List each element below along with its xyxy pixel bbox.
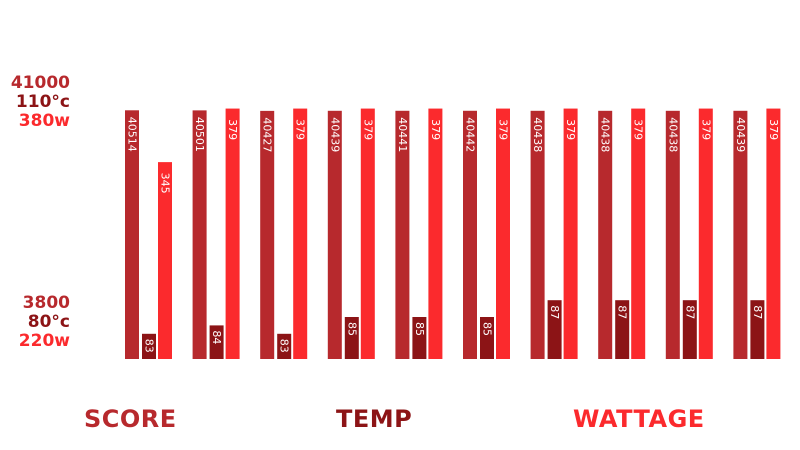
bar-temp-10 <box>750 300 765 359</box>
bar-temp-1 <box>142 333 156 359</box>
bar-wattage-6 <box>496 108 510 359</box>
bar-label-score-5: 40441 <box>396 117 409 152</box>
bar-label-temp-3: 83 <box>278 339 291 353</box>
bar-label-wattage-9: 379 <box>699 119 712 140</box>
axis-top-score-label: 41000 <box>10 73 70 93</box>
axis-top-wattage-label: 380w <box>18 111 70 131</box>
bar-wattage-9 <box>698 108 713 359</box>
bar-temp-2 <box>209 325 224 359</box>
bar-label-temp-10: 87 <box>751 305 764 319</box>
bar-label-wattage-7: 379 <box>564 119 577 140</box>
bar-label-wattage-2: 379 <box>226 119 239 140</box>
bar-label-temp-5: 85 <box>413 322 426 336</box>
bar-label-score-8: 40438 <box>599 117 612 152</box>
axis-bottom-score-label: 3800 <box>22 293 70 313</box>
bar-label-wattage-5: 379 <box>429 119 442 140</box>
legend-wattage: WATTAGE <box>573 405 705 433</box>
bar-temp-5 <box>412 317 427 359</box>
bar-wattage-3 <box>293 108 308 359</box>
bar-label-temp-4: 85 <box>345 322 358 336</box>
bar-wattage-8 <box>631 108 646 359</box>
bar-wattage-7 <box>563 108 578 359</box>
bar-label-wattage-10: 379 <box>767 119 780 140</box>
bar-label-score-7: 40438 <box>531 117 544 152</box>
axis-bottom-labels: 3800 80°c 220w <box>0 294 70 351</box>
bar-label-temp-1: 83 <box>143 339 156 353</box>
bar-label-score-6: 40442 <box>464 117 477 152</box>
bar-wattage-10 <box>766 108 781 359</box>
bar-temp-8 <box>615 300 630 359</box>
bar-score-1 <box>125 110 139 359</box>
axis-top-temp-label: 110°c <box>15 92 70 112</box>
bar-score-7 <box>530 110 545 359</box>
bar-temp-6 <box>480 317 494 359</box>
bar-label-temp-2: 84 <box>210 330 223 344</box>
bar-temp-3 <box>277 333 292 359</box>
bar-label-score-2: 40501 <box>193 117 206 152</box>
axis-top-labels: 41000 110°c 380w <box>0 74 70 131</box>
bar-label-score-9: 40438 <box>666 117 679 152</box>
bar-label-wattage-6: 379 <box>497 119 510 140</box>
bar-temp-7 <box>547 300 562 359</box>
axis-bottom-wattage-label: 220w <box>18 331 70 351</box>
bar-score-5 <box>395 110 410 359</box>
legend-score: SCORE <box>84 405 177 433</box>
bar-score-8 <box>598 110 613 359</box>
bar-wattage-5 <box>428 108 443 359</box>
legend-temp: TEMP <box>336 405 413 433</box>
bar-label-wattage-4: 379 <box>361 119 374 140</box>
bar-label-score-3: 40427 <box>261 117 274 152</box>
bar-wattage-4 <box>360 108 375 359</box>
bar-temp-9 <box>682 300 697 359</box>
bar-label-temp-6: 85 <box>481 322 494 336</box>
bar-score-10 <box>733 110 748 359</box>
bar-score-9 <box>665 110 680 359</box>
bar-label-temp-7: 87 <box>548 305 561 319</box>
bar-label-wattage-8: 379 <box>632 119 645 140</box>
bar-label-score-1: 40514 <box>126 117 139 152</box>
bar-score-4 <box>327 110 342 359</box>
bar-label-wattage-3: 379 <box>294 119 307 140</box>
bar-temp-4 <box>344 317 359 359</box>
bar-label-temp-9: 87 <box>683 305 696 319</box>
bar-label-temp-8: 87 <box>616 305 629 319</box>
bar-score-2 <box>192 110 207 359</box>
bar-label-score-10: 40439 <box>734 117 747 152</box>
bar-score-6 <box>463 110 477 359</box>
bar-label-wattage-1: 345 <box>159 173 172 194</box>
bar-label-score-4: 40439 <box>328 117 341 152</box>
bar-wattage-1 <box>158 162 172 359</box>
bar-wattage-2 <box>225 108 240 359</box>
axis-bottom-temp-label: 80°c <box>27 312 70 332</box>
bar-score-3 <box>260 110 275 359</box>
